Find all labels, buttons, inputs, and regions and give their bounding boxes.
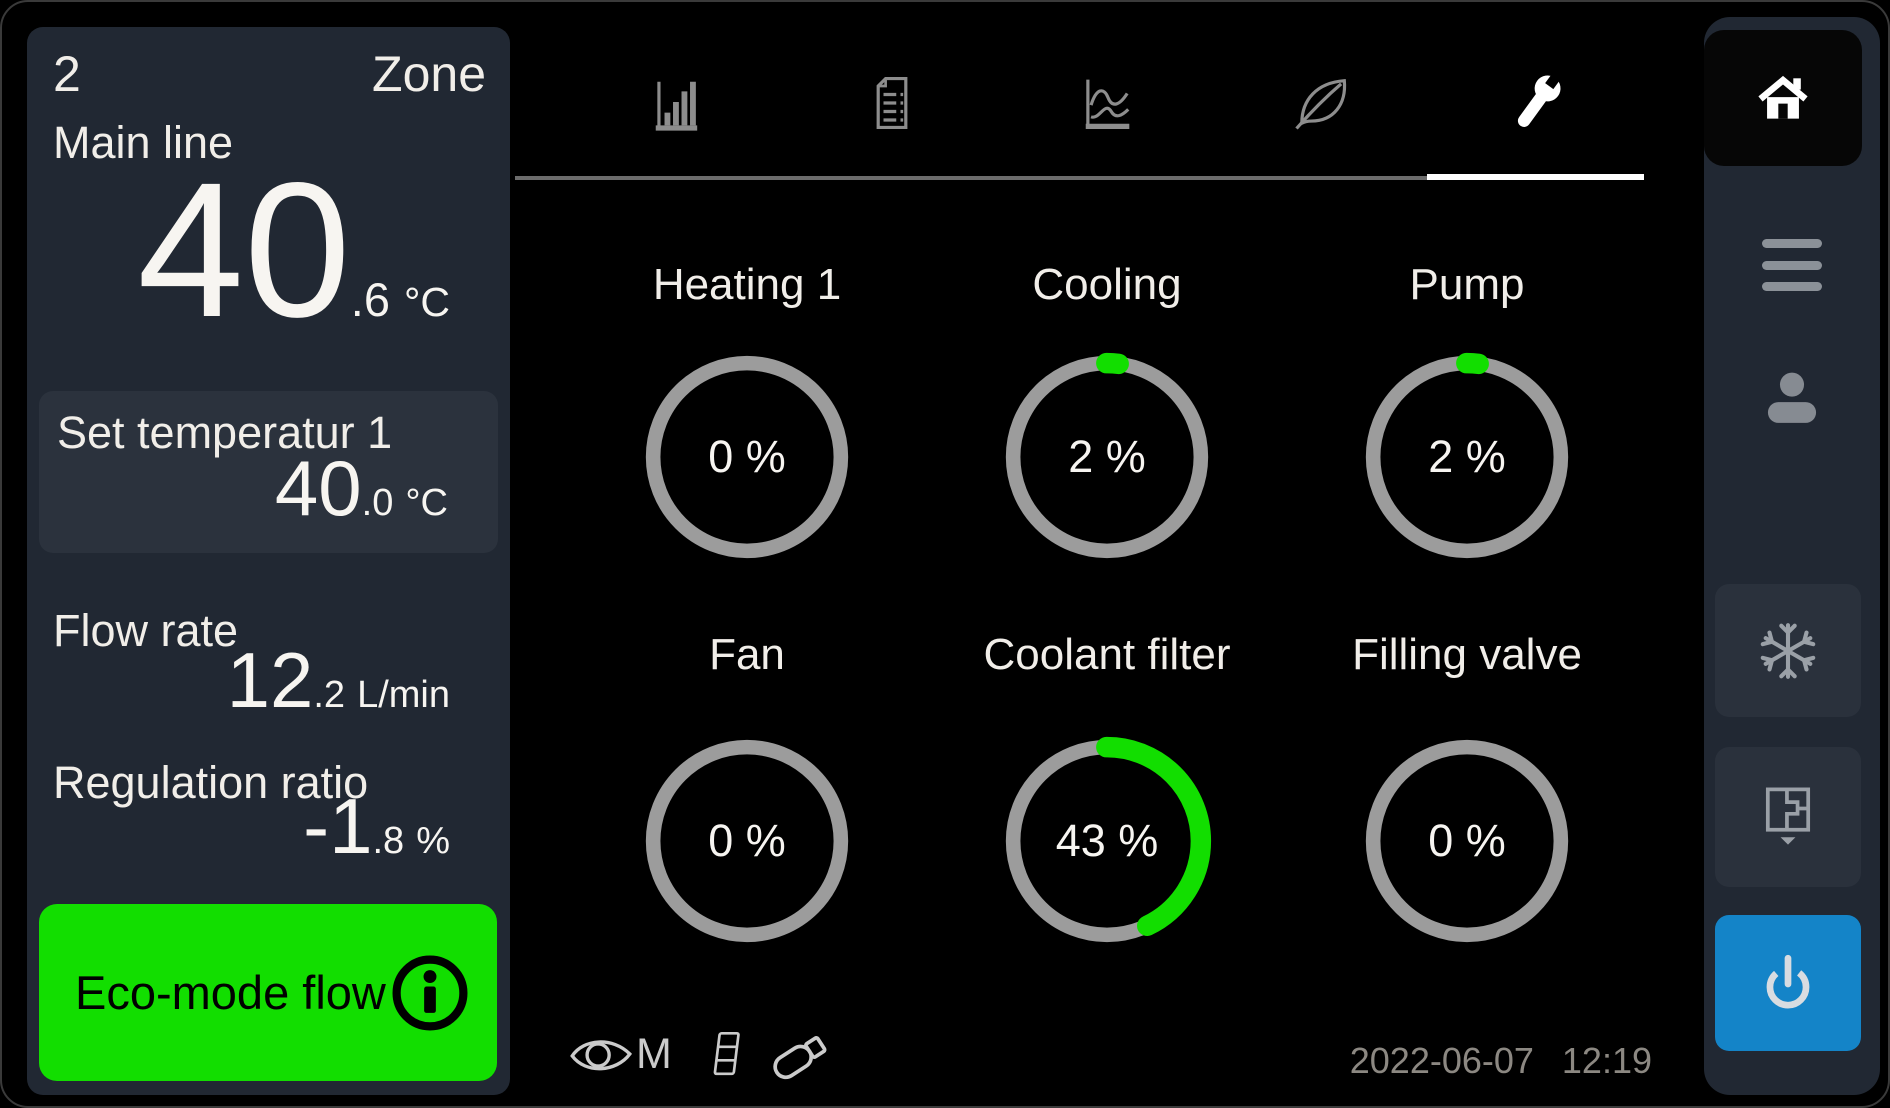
tab-trend[interactable] xyxy=(999,38,1214,168)
active-tab-indicator xyxy=(1427,174,1644,180)
document-icon xyxy=(876,76,907,130)
gauge-ring: 0 % xyxy=(640,350,854,564)
home-icon xyxy=(1758,75,1808,119)
gauge-fan: Fan 0 % xyxy=(567,630,927,948)
tab-statistics[interactable] xyxy=(569,38,784,168)
power-icon xyxy=(1766,954,1810,1009)
main-line-unit: °C xyxy=(403,279,450,325)
flow-rate-value: 12 .2 L/min xyxy=(227,641,450,719)
tab-underline xyxy=(515,176,1427,180)
gauge-coolant-filter: Coolant filter 43 % xyxy=(927,630,1287,948)
gauge-label: Filling valve xyxy=(1352,630,1582,679)
gauge-label: Coolant filter xyxy=(983,630,1231,679)
tab-report[interactable] xyxy=(784,38,999,168)
gauge-ring: 0 % xyxy=(640,734,854,948)
defrost-button[interactable] xyxy=(1715,584,1861,717)
tab-bar xyxy=(569,38,1644,168)
zone-title: Zone xyxy=(372,46,486,102)
user-button[interactable] xyxy=(1757,365,1827,437)
monitor-eye-icon xyxy=(570,1040,633,1071)
leaf-icon xyxy=(1294,78,1346,130)
bar-chart-icon xyxy=(655,81,697,131)
gauge-label: Pump xyxy=(1409,260,1525,309)
gauge-heating-1: Heating 1 0 % xyxy=(567,260,927,564)
set-temperature-int: 40 xyxy=(274,444,362,532)
set-temperature-box[interactable]: Set temperatur 1 40 .0 °C xyxy=(39,391,498,553)
main-line-value-dec: .6 xyxy=(350,273,390,326)
user-icon xyxy=(1767,372,1817,423)
gauge-ring: 43 % xyxy=(1000,734,1214,948)
gauge-cooling: Cooling 2 % xyxy=(927,260,1287,564)
regulation-ratio-dec: .8 xyxy=(372,820,405,862)
gauge-value: 0 % xyxy=(1428,815,1506,866)
gauge-value: 2 % xyxy=(1428,431,1506,482)
gauge-ring: 0 % xyxy=(1360,734,1574,948)
regulation-ratio-unit: % xyxy=(416,820,450,862)
set-temperature-unit: °C xyxy=(405,482,448,524)
gauge-value: 0 % xyxy=(708,431,786,482)
hamburger-icon xyxy=(1762,239,1822,248)
main-line-value: 40 .6 °C xyxy=(137,154,450,346)
wrench-icon xyxy=(1517,70,1562,127)
floor-plan-icon xyxy=(1765,787,1811,845)
power-button[interactable] xyxy=(1715,915,1861,1051)
flow-rate-label: Flow rate xyxy=(53,605,239,656)
usb-icon xyxy=(773,1035,827,1080)
main-line-value-int: 40 xyxy=(137,142,351,357)
trend-chart-icon xyxy=(1085,79,1129,130)
status-bar: M xyxy=(568,1028,840,1080)
regulation-ratio-label: Regulation ratio xyxy=(53,757,369,808)
set-temperature-value: 40 .0 °C xyxy=(275,449,448,527)
regulation-ratio-int: -1 xyxy=(303,782,373,870)
set-temperature-label: Set temperatur 1 xyxy=(57,407,393,458)
gauge-label: Heating 1 xyxy=(652,260,842,309)
gauge-row-1: Heating 1 0 % Cooling 2 % Pump 2 % xyxy=(567,260,1647,564)
gauge-value: 43 % xyxy=(1055,815,1159,866)
flow-rate-unit: L/min xyxy=(357,674,450,716)
gauge-filling-valve: Filling valve 0 % xyxy=(1287,630,1647,948)
set-temperature-dec: .0 xyxy=(361,482,394,524)
tab-service[interactable] xyxy=(1429,38,1644,168)
menu-button[interactable] xyxy=(1761,239,1823,291)
gauge-row-2: Fan 0 % Coolant filter 43 % Filling valv… xyxy=(567,630,1647,948)
zone-number: 2 xyxy=(53,46,81,102)
time-text: 12:19 xyxy=(1561,1040,1652,1081)
monitor-mode-letter: M xyxy=(636,1029,672,1078)
gauge-value: 2 % xyxy=(1068,431,1146,482)
gauge-pump: Pump 2 % xyxy=(1287,260,1647,564)
snowflake-icon xyxy=(1755,622,1821,684)
zones-button[interactable] xyxy=(1715,747,1861,887)
flow-rate-dec: .2 xyxy=(313,674,346,716)
date-text: 2022-06-07 xyxy=(1349,1040,1534,1081)
gauge-label: Cooling xyxy=(1032,260,1182,309)
log-pages-icon xyxy=(713,1031,740,1076)
zone-panel: 2 Zone Main line 40 .6 °C Set temperatur… xyxy=(27,27,510,1095)
gauge-value: 0 % xyxy=(708,815,786,866)
regulation-ratio-value: -1 .8 % xyxy=(303,787,450,865)
tab-eco[interactable] xyxy=(1214,38,1429,168)
zone-header: 2 Zone xyxy=(53,45,486,103)
gauge-ring: 2 % xyxy=(1360,350,1574,564)
datetime: 2022-06-07 12:19 xyxy=(1350,1040,1652,1082)
eco-mode-flow-button[interactable]: Eco-mode flow xyxy=(39,904,497,1081)
eco-mode-flow-label: Eco-mode flow xyxy=(75,966,386,1019)
home-button[interactable] xyxy=(1704,30,1862,166)
info-icon[interactable] xyxy=(389,952,471,1034)
gauge-ring: 2 % xyxy=(1000,350,1214,564)
flow-rate-int: 12 xyxy=(226,636,314,724)
gauge-label: Fan xyxy=(709,630,785,679)
main-line-label: Main line xyxy=(53,117,234,168)
sidebar xyxy=(1704,17,1880,1095)
